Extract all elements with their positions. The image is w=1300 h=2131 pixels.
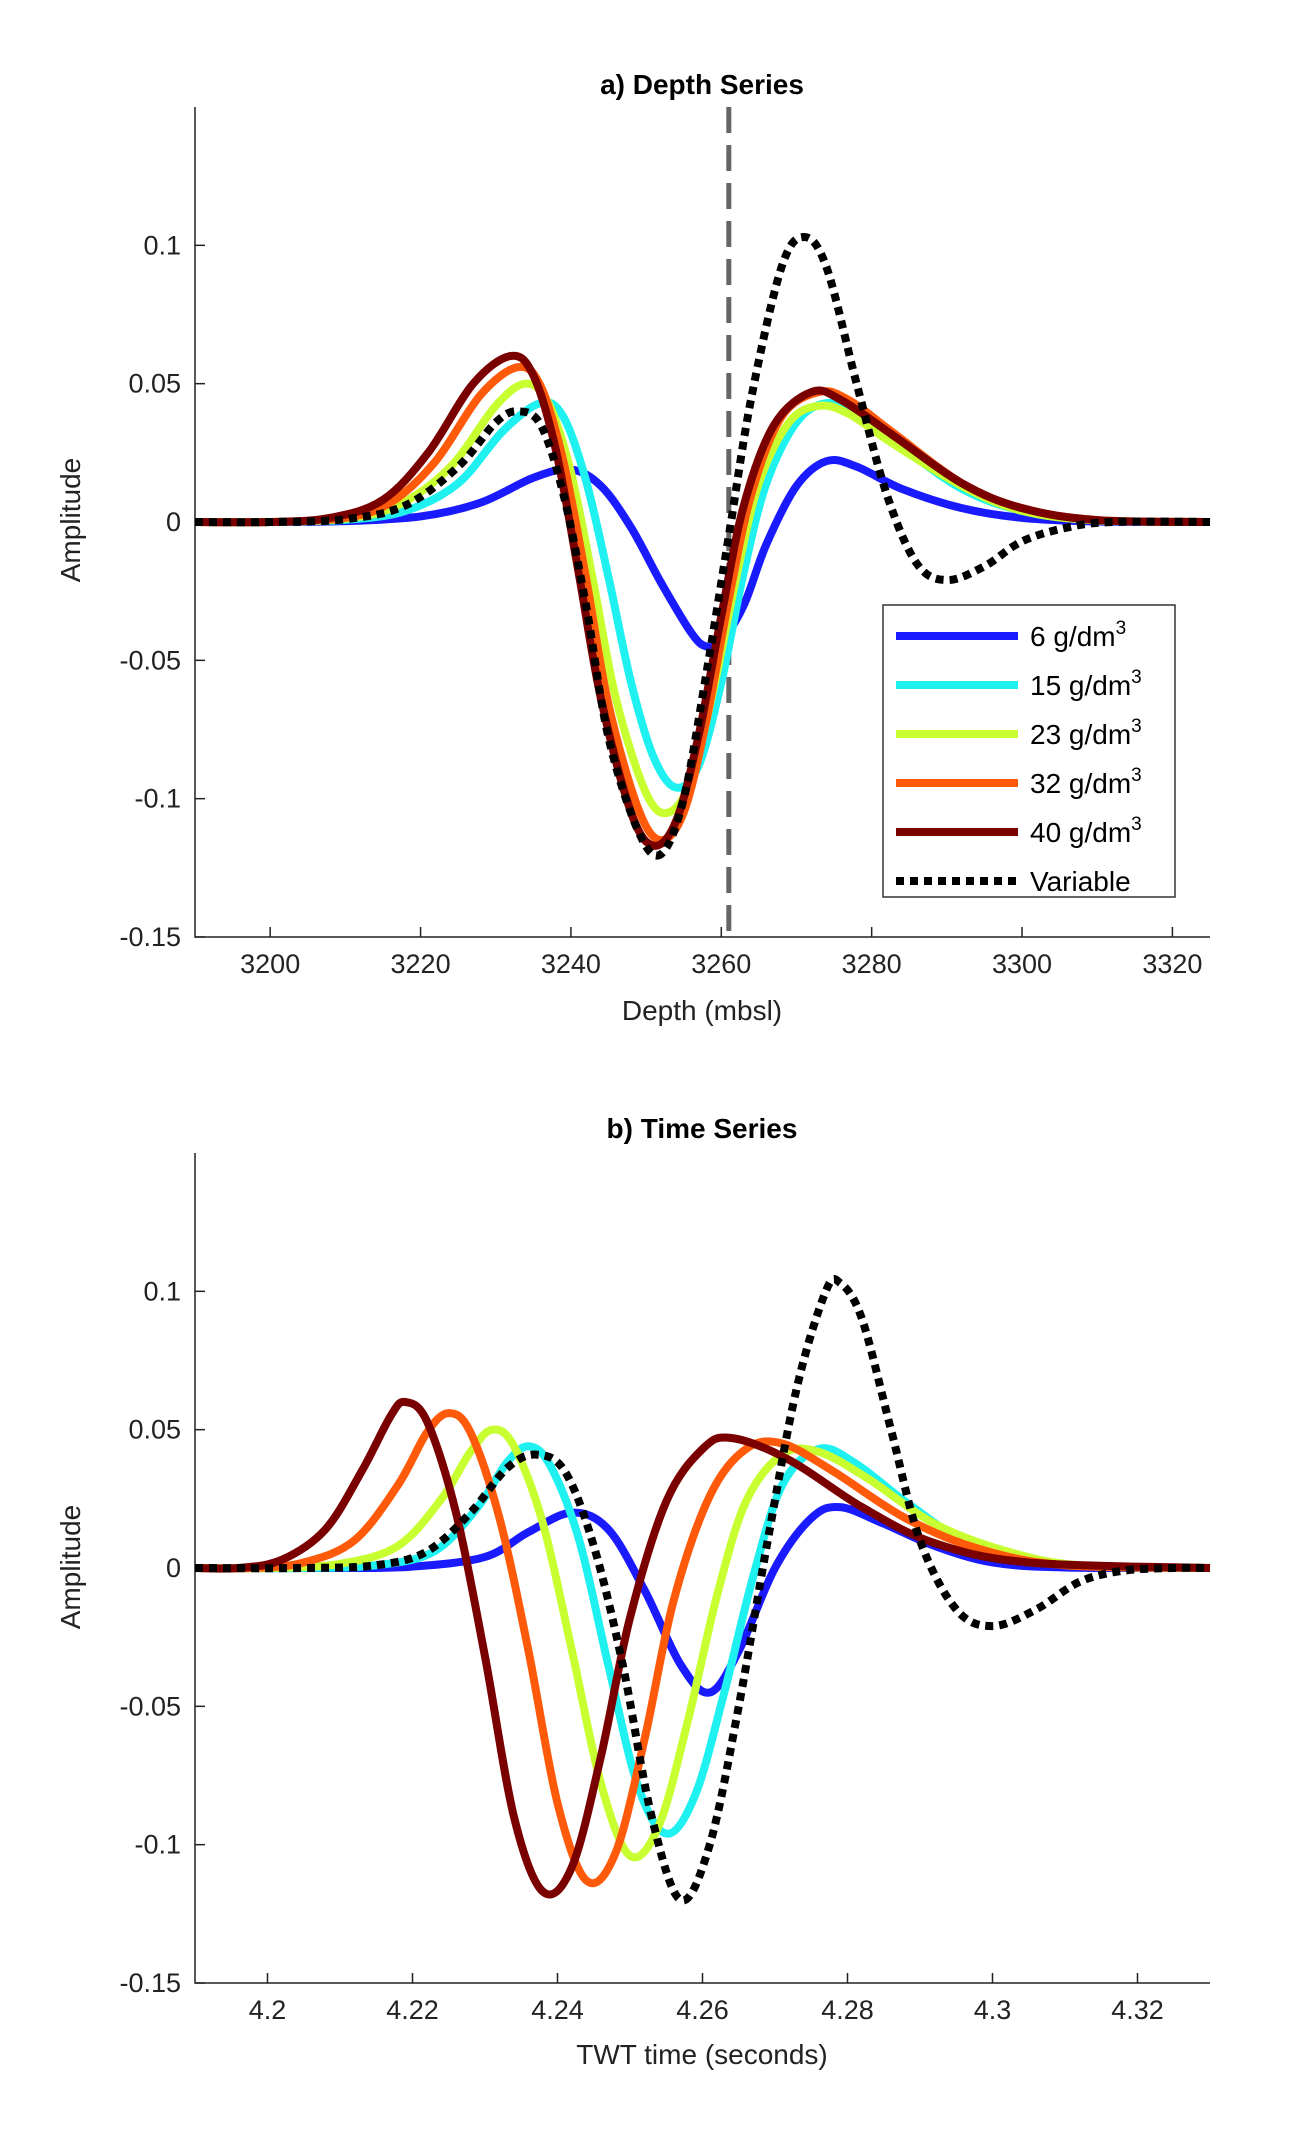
y-tick-label: 0.05 xyxy=(128,1415,181,1445)
x-tick-label: 4.24 xyxy=(531,1995,584,2025)
y-tick-label: -0.05 xyxy=(119,645,181,675)
x-axis-label: TWT time (seconds) xyxy=(576,2039,828,2070)
legend-label: 23 g/dm3 xyxy=(1030,716,1142,750)
x-tick-label: 4.32 xyxy=(1111,1995,1164,2025)
series-line-32-g-dm3 xyxy=(194,1409,1211,1888)
y-tick-label: -0.1 xyxy=(134,784,181,814)
x-tick-label: 4.26 xyxy=(676,1995,729,2025)
x-axis-label: Depth (mbsl) xyxy=(622,995,782,1026)
x-tick-label: 3300 xyxy=(992,949,1052,979)
series-line-40-g-dm3 xyxy=(194,1397,1211,1899)
legend-label: 15 g/dm3 xyxy=(1030,667,1142,701)
y-tick-label: 0.05 xyxy=(128,369,181,399)
x-tick-label: 3220 xyxy=(391,949,451,979)
x-tick-label: 3280 xyxy=(842,949,902,979)
y-tick-label: -0.05 xyxy=(119,1691,181,1721)
y-tick-label: 0.1 xyxy=(143,230,181,260)
chart-title: a) Depth Series xyxy=(600,69,804,100)
legend: 6 g/dm3 15 g/dm3 23 g/dm3 32 g/dm3 40 g/dm3 V… xyxy=(882,604,1176,898)
series-line-6-g-dm3 xyxy=(194,456,1211,652)
plot-area: 4.2 4.22 4.24 4.26 4.28 4.3 4.32 -0.15 -0.1 -0.05… xyxy=(119,1153,1211,2025)
series-line-variable xyxy=(194,233,1211,860)
y-tick-label: -0.15 xyxy=(119,922,181,952)
y-axis-label: Amplitude xyxy=(55,458,86,583)
x-tick-label: 3240 xyxy=(541,949,601,979)
y-tick-label: -0.1 xyxy=(134,1830,181,1860)
x-tick-label: 4.28 xyxy=(821,1995,874,2025)
legend-label: 40 g/dm3 xyxy=(1030,814,1142,848)
series-line-40-g-dm3 xyxy=(194,351,1211,850)
panel-depth-series: a) Depth Series Depth (mbsl) Amplitude 3… xyxy=(55,69,1211,1026)
y-tick-label: 0.1 xyxy=(143,1276,181,1306)
x-tick-label: 4.3 xyxy=(974,1995,1012,2025)
series-line-variable xyxy=(194,1274,1211,1905)
y-tick-label: 0 xyxy=(166,1553,181,1583)
y-tick-label: -0.15 xyxy=(119,1968,181,1998)
legend-label: 6 g/dm3 xyxy=(1030,618,1126,652)
series-line-23-g-dm3 xyxy=(194,1425,1211,1862)
x-tick-label: 3260 xyxy=(691,949,751,979)
panel-time-series: b) Time Series TWT time (seconds) Amplit… xyxy=(55,1113,1211,2070)
x-tick-label: 3320 xyxy=(1142,949,1202,979)
x-tick-label: 3200 xyxy=(240,949,300,979)
chart-title: b) Time Series xyxy=(607,1113,798,1144)
x-tick-label: 4.22 xyxy=(386,1995,439,2025)
plot-area: 3200 3220 3240 3260 3280 3300 3320 -0.15 -0.1 -0.… xyxy=(119,107,1211,979)
y-axis-label: Amplitude xyxy=(55,1505,86,1630)
x-tick-label: 4.2 xyxy=(249,1995,287,2025)
series-line-23-g-dm3 xyxy=(194,379,1211,818)
legend-label: 32 g/dm3 xyxy=(1030,765,1142,799)
y-tick-label: 0 xyxy=(166,507,181,537)
legend-label: Variable xyxy=(1030,866,1131,897)
